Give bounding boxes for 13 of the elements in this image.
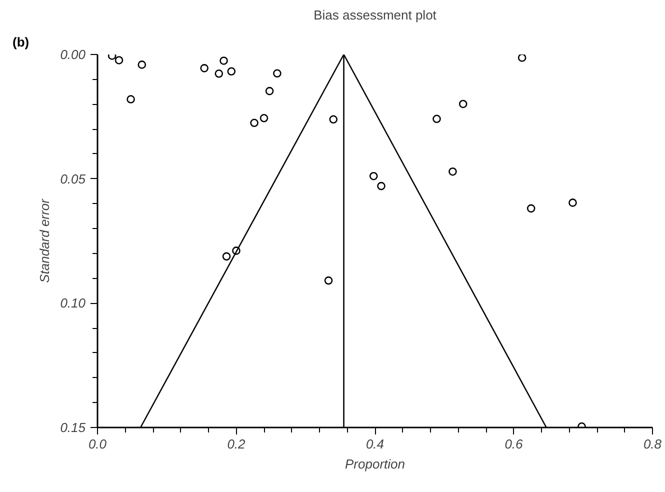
y-tick-label: 0.15: [60, 420, 86, 435]
y-axis-title: Standard error: [37, 198, 52, 283]
text: (b): [12, 34, 30, 50]
y-tick-label: 0.10: [60, 296, 86, 311]
y-tick-label: 0.00: [60, 47, 86, 62]
x-tick-label: 0.6: [504, 436, 524, 452]
x-tick-label: 0.0: [88, 436, 108, 452]
x-tick-label: 0.4: [366, 436, 384, 452]
x-tick-label: 0.2: [227, 436, 246, 452]
x-axis-title: Proportion: [345, 456, 405, 472]
x-tick-label: 0.8: [643, 436, 662, 452]
chart-title: Bias assessment plot: [314, 8, 437, 22]
y-tick-label: 0.05: [60, 171, 86, 186]
